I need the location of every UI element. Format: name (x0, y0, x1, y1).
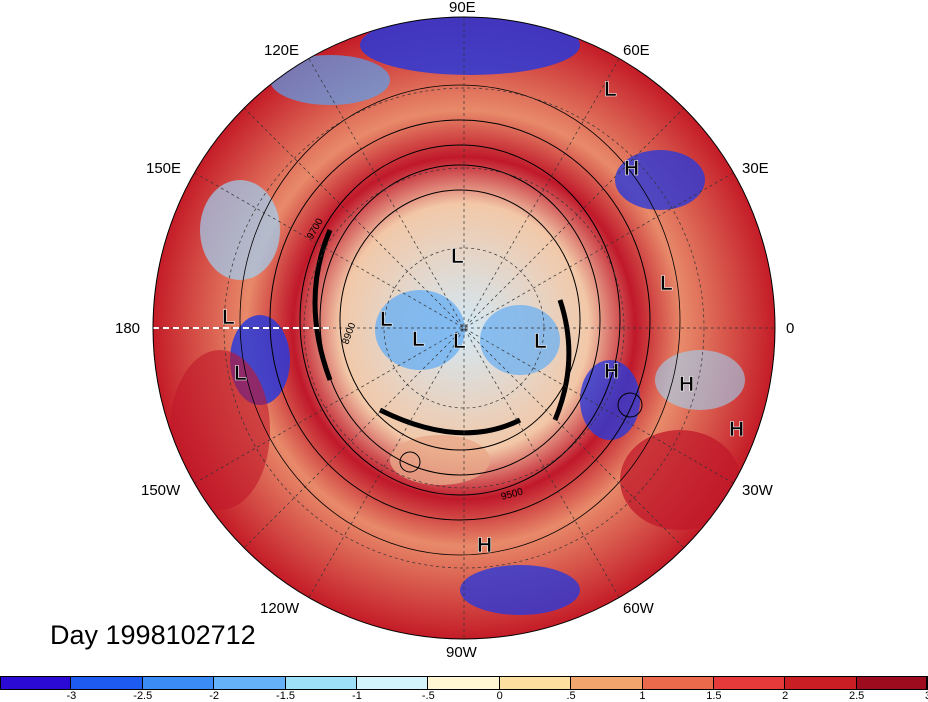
lon-label-30e: 30E (742, 160, 769, 177)
lon-label-180: 180 (115, 320, 141, 337)
lon-label-60w: 60W (623, 600, 654, 617)
lon-label-90e: 90E (449, 0, 476, 16)
colorbar-segment (71, 676, 143, 690)
colorbar (0, 676, 928, 690)
low-center: L (234, 362, 247, 385)
height-contours (239, 84, 681, 556)
colorbar-segment (571, 676, 643, 690)
colorbar-tick-label: -2 (209, 690, 220, 702)
colorbar-tick-label: 2.5 (848, 690, 865, 702)
lon-label-150e: 150E (146, 160, 182, 177)
pressure-centers: L L L L L L L L L H H H H H (222, 78, 745, 558)
colorbar-segment (0, 676, 72, 690)
lon-label-120w: 120W (260, 600, 300, 617)
colorbar-segment (428, 676, 500, 690)
low-center: L (534, 330, 547, 353)
day-label: Day 1998102712 (50, 620, 256, 650)
low-center: L (604, 78, 617, 101)
colorbar-tick-label: 1 (639, 690, 646, 702)
colorbar-segment (713, 676, 786, 690)
colorbar-segment (142, 676, 215, 690)
colorbar-segment (856, 676, 928, 690)
colorbar-tick-label: 3 (925, 690, 928, 702)
lon-label-0: 0 (786, 320, 795, 337)
low-center: L (412, 328, 425, 351)
colorbar-segment (642, 676, 714, 690)
low-center: L (380, 308, 393, 331)
low-center: L (660, 272, 673, 295)
low-center: L (451, 245, 464, 268)
colorbar-tick-label: .5 (566, 690, 576, 702)
lon-label-30w: 30W (742, 482, 773, 499)
lon-label-150w: 150W (141, 482, 181, 499)
map-border (152, 16, 776, 640)
high-center: H (729, 418, 744, 441)
low-center: L (453, 330, 466, 353)
colorbar-segment (285, 676, 357, 690)
high-center: H (477, 534, 492, 557)
high-center: H (679, 373, 694, 396)
colorbar-tick-label: 1.5 (706, 690, 722, 702)
colorbar-segment (356, 676, 429, 690)
colorbar-tick-label: -2.5 (133, 690, 153, 702)
lon-label-90w: 90W (446, 644, 477, 661)
lon-label-60e: 60E (623, 42, 650, 59)
low-center: L (222, 306, 235, 329)
colorbar-segment (785, 676, 857, 690)
colorbar-tick-label: -3 (66, 690, 77, 702)
colorbar-segment (499, 676, 572, 690)
high-center: H (604, 360, 619, 383)
colorbar-tick-label: -1.5 (276, 690, 296, 702)
colorbar-tick-label: 2 (782, 690, 789, 702)
colorbar-segment (214, 676, 286, 690)
colorbar-tick-label: -.5 (421, 690, 435, 702)
colorbar-tick-label: 0 (496, 690, 503, 702)
high-center: H (624, 157, 639, 180)
colorbar-tick-label: -1 (352, 690, 362, 702)
lon-label-120e: 120E (264, 42, 300, 59)
